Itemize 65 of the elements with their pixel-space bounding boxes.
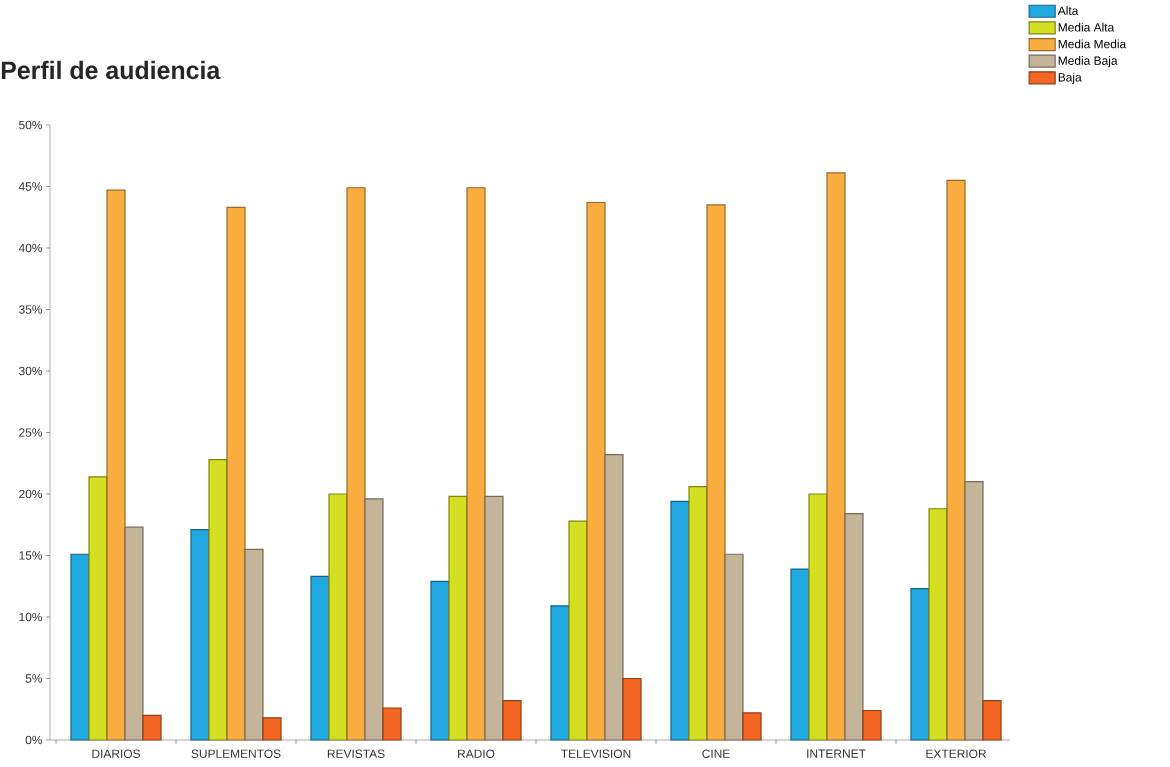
y-tick-label: 35% xyxy=(19,305,43,314)
bar xyxy=(568,520,588,741)
bar xyxy=(982,700,1002,741)
bar xyxy=(862,709,882,741)
chart-title: Perfil de audiencia xyxy=(1,60,221,80)
bar xyxy=(964,481,984,741)
bar xyxy=(346,187,366,741)
y-tick-label: 45% xyxy=(18,182,43,191)
bar xyxy=(742,712,762,741)
x-tick-label: TELEVISION xyxy=(561,749,631,758)
y-tick-label: 50% xyxy=(19,120,43,130)
x-tick-label: EXTERIOR xyxy=(926,749,987,758)
bar xyxy=(88,476,108,741)
legend-label: Media Alta xyxy=(1058,22,1115,32)
bar xyxy=(466,187,486,741)
bar xyxy=(502,700,522,741)
x-tick-label: INTERNET xyxy=(807,749,866,758)
bar xyxy=(430,580,450,741)
bar xyxy=(124,526,144,741)
bar xyxy=(550,605,570,741)
bar xyxy=(910,588,930,741)
bar xyxy=(586,201,606,741)
bar xyxy=(190,529,210,741)
y-tick-label: 10% xyxy=(19,612,43,622)
bar xyxy=(382,707,402,741)
bar xyxy=(328,493,348,741)
legend-label: Baja xyxy=(1058,72,1082,84)
bar xyxy=(208,458,228,741)
bar xyxy=(364,498,384,741)
bar xyxy=(946,179,966,741)
x-tick-label: CINE xyxy=(702,749,730,758)
bar xyxy=(106,189,126,741)
x-tick-label: REVISTAS xyxy=(327,749,385,758)
bar xyxy=(262,717,282,741)
y-tick-label: 5% xyxy=(25,674,43,683)
bar xyxy=(670,500,690,741)
x-tick-label: DIARIOS xyxy=(92,749,141,758)
bar xyxy=(226,206,246,741)
bar xyxy=(790,568,810,741)
y-tick-label: 40% xyxy=(18,243,43,253)
y-tick-label: 0% xyxy=(25,735,43,745)
x-tick-label: RADIO xyxy=(458,749,495,758)
bar xyxy=(706,204,726,741)
bar xyxy=(244,548,264,741)
bar xyxy=(688,486,708,741)
legend-label: Media Baja xyxy=(1058,56,1118,68)
bar xyxy=(310,575,330,741)
legend-label: Alta xyxy=(1057,6,1079,15)
bar xyxy=(928,508,948,741)
y-tick-label: 30% xyxy=(19,366,43,376)
bar xyxy=(484,495,504,741)
bar xyxy=(622,677,642,741)
bar xyxy=(724,553,744,741)
bar xyxy=(142,714,162,741)
y-tick-label: 25% xyxy=(19,428,43,437)
legend-label: Media Media xyxy=(1058,39,1127,49)
bar xyxy=(70,553,90,741)
bar xyxy=(448,495,468,741)
bar xyxy=(604,454,624,741)
bar xyxy=(826,172,846,741)
bar xyxy=(808,493,828,741)
y-tick-label: 15% xyxy=(19,551,43,560)
x-tick-label: SUPLEMENTOS xyxy=(191,749,281,758)
y-tick-label: 20% xyxy=(19,489,43,499)
bar xyxy=(844,513,864,741)
